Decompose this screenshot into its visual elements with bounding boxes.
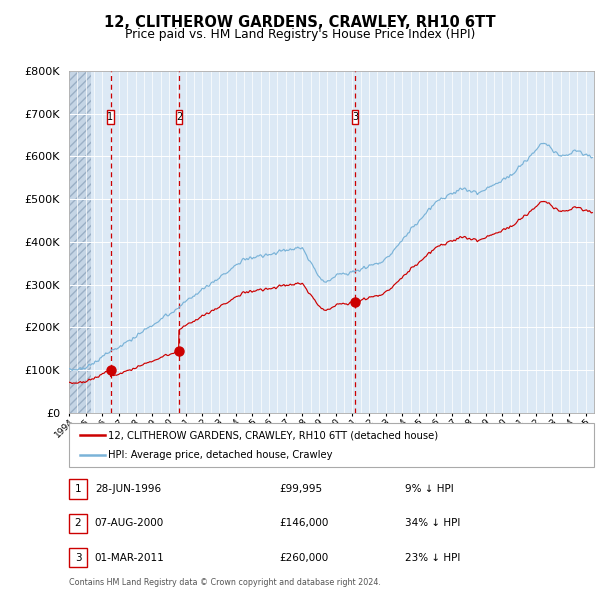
Text: Price paid vs. HM Land Registry's House Price Index (HPI): Price paid vs. HM Land Registry's House … — [125, 28, 475, 41]
FancyBboxPatch shape — [107, 110, 113, 124]
Text: 07-AUG-2000: 07-AUG-2000 — [95, 519, 164, 528]
Bar — [69, 71, 91, 413]
Text: 01-MAR-2011: 01-MAR-2011 — [95, 553, 164, 562]
Text: 34% ↓ HPI: 34% ↓ HPI — [405, 519, 460, 528]
Text: Contains HM Land Registry data © Crown copyright and database right 2024.: Contains HM Land Registry data © Crown c… — [69, 578, 381, 586]
Text: £99,995: £99,995 — [279, 484, 322, 494]
Text: 12, CLITHEROW GARDENS, CRAWLEY, RH10 6TT: 12, CLITHEROW GARDENS, CRAWLEY, RH10 6TT — [104, 15, 496, 30]
Text: 1: 1 — [107, 112, 113, 122]
Text: 2: 2 — [176, 112, 182, 122]
Text: 1: 1 — [74, 484, 82, 494]
Text: 12, CLITHEROW GARDENS, CRAWLEY, RH10 6TT (detached house): 12, CLITHEROW GARDENS, CRAWLEY, RH10 6TT… — [108, 431, 438, 440]
Text: 3: 3 — [74, 553, 82, 562]
FancyBboxPatch shape — [352, 110, 358, 124]
Text: 2: 2 — [74, 519, 82, 528]
Text: HPI: Average price, detached house, Crawley: HPI: Average price, detached house, Craw… — [108, 450, 332, 460]
Bar — [69, 71, 91, 413]
Text: 23% ↓ HPI: 23% ↓ HPI — [405, 553, 460, 562]
FancyBboxPatch shape — [176, 110, 182, 124]
Text: 3: 3 — [352, 112, 358, 122]
Text: £146,000: £146,000 — [279, 519, 328, 528]
Text: £260,000: £260,000 — [279, 553, 328, 562]
Text: 28-JUN-1996: 28-JUN-1996 — [95, 484, 161, 494]
Text: 9% ↓ HPI: 9% ↓ HPI — [405, 484, 454, 494]
